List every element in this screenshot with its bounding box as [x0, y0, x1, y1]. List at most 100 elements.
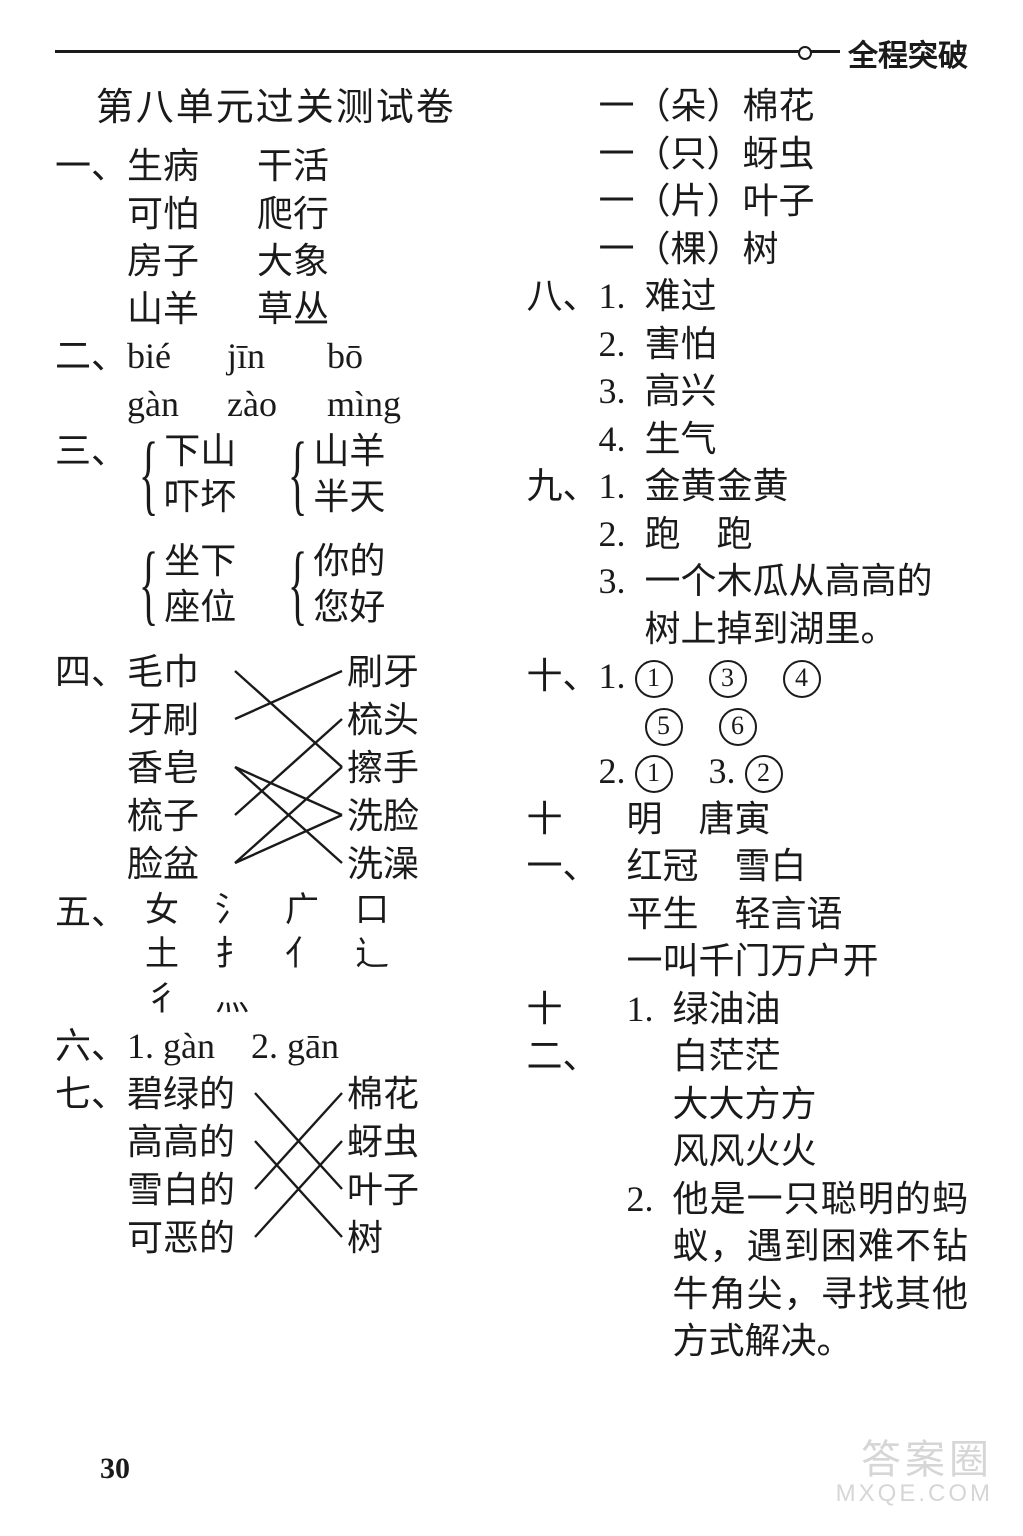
section-7: 七、 碧绿的棉花高高的 蚜虫雪白的叶子可恶的树 [55, 1071, 497, 1263]
pinyin-row: gànzàomìng [127, 381, 497, 429]
list-item: 4.生气 [599, 416, 969, 464]
section-5-body: 女氵广口土扌亻辶彳灬 [127, 889, 497, 1024]
bracket-words: 下山吓坏 [164, 428, 236, 520]
section-5-label: 五、 [55, 889, 127, 937]
section-1: 一、 生病干活可怕爬行房子大象山羊草丛 [55, 143, 497, 333]
section-11-label: 十一、 [527, 796, 627, 891]
match-row: 可恶的树 [127, 1215, 447, 1263]
match-left: 脸盆 [127, 841, 267, 889]
match-table: 碧绿的棉花高高的 蚜虫雪白的叶子可恶的树 [127, 1071, 497, 1263]
match-right: 棉花 [347, 1071, 447, 1119]
poem-line: 一叫千门万户开 [627, 938, 969, 986]
section-7-measures: 一（朵）棉花一（只）蚜虫一（片）叶子一（棵）树 [527, 83, 969, 273]
brace-icon: { [288, 434, 307, 515]
bracket-words: 你的您好 [313, 538, 385, 630]
bracket-word: 坐下 [164, 538, 236, 584]
bracket-words: 坐下座位 [164, 538, 236, 630]
section-12-label: 十二、 [527, 986, 627, 1081]
answer-text: 他是一只聪明的蚂蚁，遇到困难不钻牛角尖，寻找其他方式解决。 [673, 1176, 969, 1366]
watermark: 答案圈 MXQE.COM [836, 1439, 993, 1506]
bracket-group-1: { 下山吓坏 { 山羊半天 [127, 428, 497, 520]
section-4-body: 毛巾刷牙牙刷梳头香皂擦手梳子洗脸脸盆洗澡 [127, 649, 497, 889]
section-11: 十一、 明 唐寅红冠 雪白平生 轻言语一叫千门万户开 [527, 796, 969, 986]
list-item: 2.跑 跑 [599, 511, 969, 559]
section-7-label: 七、 [55, 1071, 127, 1119]
match-right: 蚜虫 [347, 1119, 447, 1167]
list-item: 3.一个木瓜从高高的树上掉到湖里。 [599, 558, 969, 653]
match-row: 碧绿的棉花 [127, 1071, 447, 1119]
match-left: 毛巾 [127, 649, 267, 697]
page: 全程突破 第八单元过关测试卷 一、 生病干活可怕爬行房子大象山羊草丛 二、 bi… [0, 0, 1023, 1536]
bracket-words: 山羊半天 [313, 428, 385, 520]
brace-icon: { [139, 544, 158, 625]
section-1-body: 生病干活可怕爬行房子大象山羊草丛 [127, 143, 497, 333]
measure-phrase: 一（朵）棉花 [599, 83, 969, 131]
section-2-label: 二、 [55, 333, 127, 381]
pinyin-row: biéjīnbō [127, 333, 497, 381]
radical-row: 彳灬 [127, 978, 497, 1023]
circled-number-icon: 4 [783, 660, 821, 698]
header-rule: 全程突破 [55, 50, 968, 53]
section-6: 六、 1. gàn 2. gān [55, 1023, 497, 1071]
bracket-word: 你的 [313, 538, 385, 584]
section-1-label: 一、 [55, 143, 127, 191]
list-item: 1.绿油油白茫茫大大方方风风火火 [627, 986, 969, 1176]
watermark-line2: MXQE.COM [836, 1481, 993, 1506]
word-line: 大大方方 [673, 1081, 817, 1129]
match-right: 叶子 [347, 1167, 447, 1215]
section-11-body: 明 唐寅红冠 雪白平生 轻言语一叫千门万户开 [627, 796, 969, 986]
match-right: 洗澡 [347, 841, 447, 889]
right-column: 一（朵）棉花一（只）蚜虫一（片）叶子一（棵）树 八、 1.难过2.害怕3.高兴4… [527, 83, 969, 1366]
content-columns: 第八单元过关测试卷 一、 生病干活可怕爬行房子大象山羊草丛 二、 biéjīnb… [55, 83, 968, 1366]
match-right: 刷牙 [347, 649, 447, 697]
section-8-label: 八、 [527, 273, 599, 321]
match-row: 牙刷梳头 [127, 697, 447, 745]
section-7-body: 碧绿的棉花高高的 蚜虫雪白的叶子可恶的树 [127, 1071, 497, 1263]
word-pair: 生病干活 [127, 143, 497, 191]
poem-line: 明 唐寅 [627, 796, 969, 844]
watermark-line1: 答案圈 [836, 1439, 993, 1481]
section-3-body: { 下山吓坏 { 山羊半天 { 坐下座位 { 你的您好 [127, 428, 497, 648]
match-table: 毛巾刷牙牙刷梳头香皂擦手梳子洗脸脸盆洗澡 [127, 649, 497, 889]
match-row: 脸盆 洗澡 [127, 841, 447, 889]
bracket-word: 山羊 [313, 428, 385, 474]
match-left: 牙刷 [127, 697, 267, 745]
bracket-word: 半天 [313, 474, 385, 520]
section-9: 九、 1.金黄金黄2.跑 跑3.一个木瓜从高高的树上掉到湖里。 [527, 463, 969, 653]
section-8: 八、 1.难过2.害怕3.高兴4.生气 [527, 273, 969, 463]
match-row: 毛巾 刷牙 [127, 649, 447, 697]
header-dot-icon [798, 46, 812, 60]
section-2: 二、 biéjīnbōgànzàomìng [55, 333, 497, 428]
circled-number-icon: 6 [719, 708, 757, 746]
poem-line: 红冠 雪白 [627, 843, 969, 891]
section-3: 三、 { 下山吓坏 { 山羊半天 { 坐下座位 { 你的您好 [55, 428, 497, 648]
word-line: 绿油油 [673, 986, 817, 1034]
match-left: 可恶的 [127, 1215, 267, 1263]
match-row: 雪白的叶子 [127, 1167, 447, 1215]
list-item: 3.高兴 [599, 368, 969, 416]
answer-line: 2. 1 3. 2 [599, 748, 969, 796]
answer-line: 5 6 [599, 701, 969, 749]
bracket-word: 座位 [164, 584, 236, 630]
section-8-body: 1.难过2.害怕3.高兴4.生气 [599, 273, 969, 463]
bracket-word: 吓坏 [164, 474, 236, 520]
measure-phrase: 一（棵）树 [599, 226, 969, 274]
radical-row: 女氵广口 [127, 889, 497, 934]
brand-text: 全程突破 [840, 31, 968, 75]
section-3-label: 三、 [55, 428, 127, 476]
word-pair: 可怕爬行 [127, 191, 497, 239]
section-5: 五、 女氵广口土扌亻辶彳灬 [55, 889, 497, 1024]
poem-line: 平生 轻言语 [627, 891, 969, 939]
match-row: 高高的 蚜虫 [127, 1119, 447, 1167]
section-12-body: 1.绿油油白茫茫大大方方风风火火2.他是一只聪明的蚂蚁，遇到困难不钻牛角尖，寻找… [627, 986, 969, 1366]
section-4-label: 四、 [55, 649, 127, 697]
measure-phrase: 一（片）叶子 [599, 178, 969, 226]
section-10: 十、 1. 1 3 45 62. 1 3. 2 [527, 653, 969, 796]
match-left: 高高的 [127, 1119, 267, 1167]
match-row: 香皂擦手 [127, 745, 447, 793]
section-6-label: 六、 [55, 1023, 127, 1071]
match-left: 香皂 [127, 745, 267, 793]
section-9-label: 九、 [527, 463, 599, 511]
bracket-word: 下山 [164, 428, 236, 474]
page-title: 第八单元过关测试卷 [55, 83, 497, 133]
